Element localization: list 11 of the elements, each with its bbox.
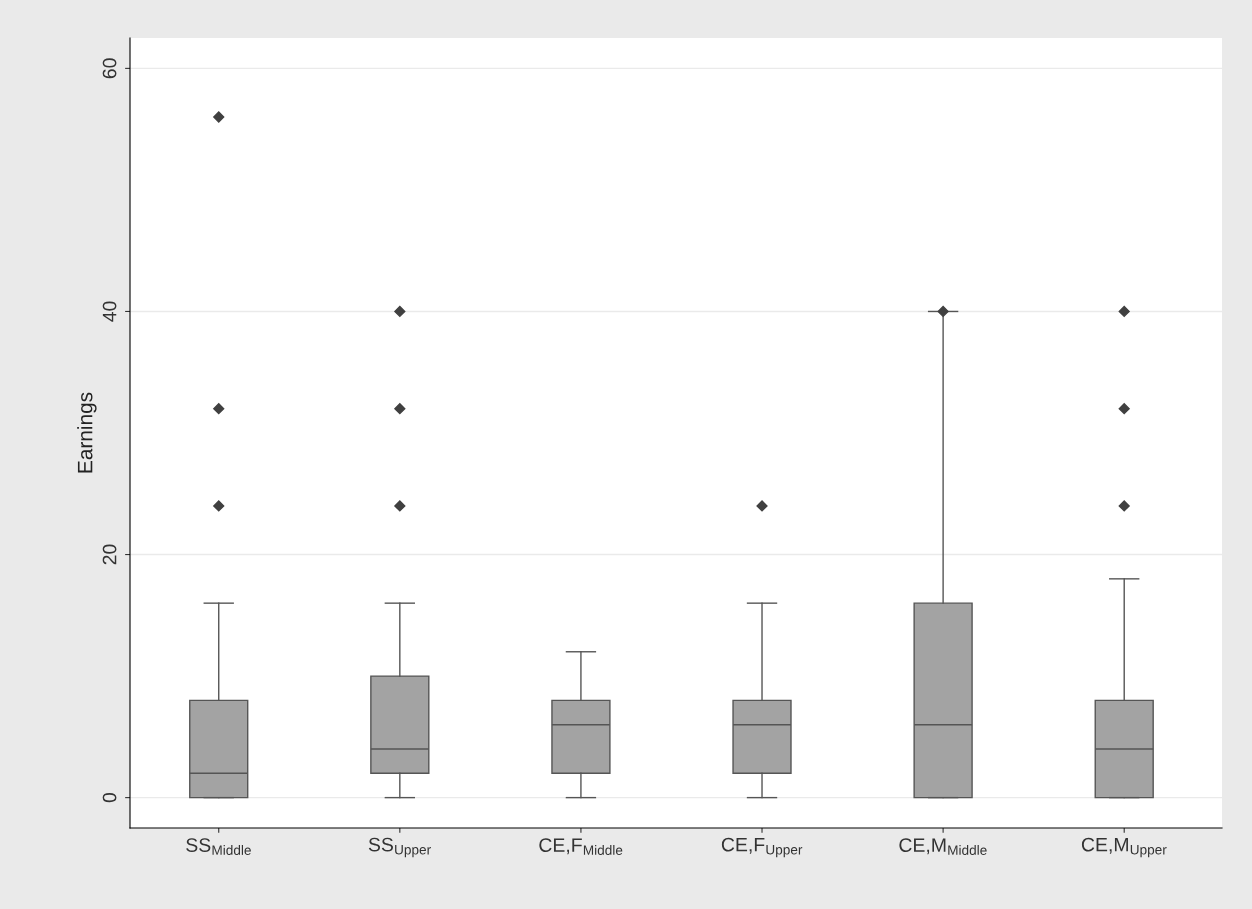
x-tick-label: CE,F$_{Middle}$ [539, 838, 623, 855]
y-tick-label: 40 [102, 301, 117, 322]
y-tick-label: 20 [102, 544, 117, 565]
x-tick-label: CE,F$_{Upper}$ [721, 837, 803, 858]
y-tick-label: 60 [102, 58, 117, 79]
x-tick-label: SS$_{Middle}$ [186, 838, 251, 855]
y-axis-title: Earnings [77, 392, 97, 473]
x-tick-label: CE,M$_{Upper}$ [1081, 837, 1167, 858]
x-tick-label: CE,M$_{Middle}$ [899, 838, 987, 855]
x-tick-label: SS$_{Upper}$ [368, 837, 431, 858]
y-tick-label: 0 [102, 792, 117, 803]
